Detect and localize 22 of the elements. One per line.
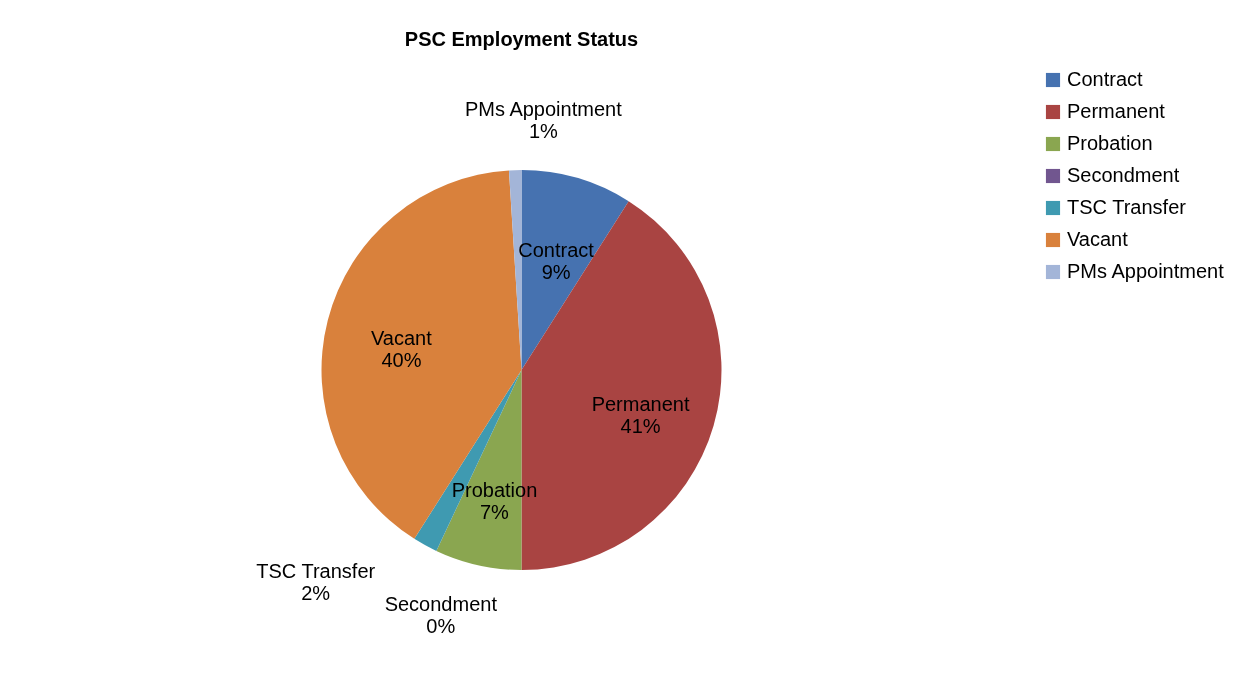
legend-label: Secondment [1067, 164, 1180, 186]
data-label: 7% [480, 501, 510, 524]
text: 0% [426, 615, 456, 638]
legend-label: TSC Transfer [1067, 196, 1187, 218]
slice-label: Vacant [371, 327, 433, 350]
legend-label: Probation [1067, 132, 1153, 154]
data-label: 2% [301, 581, 331, 604]
legend-label: PMs Appointment [1067, 260, 1225, 282]
pie-slice [521, 170, 629, 370]
data-label: 40% [381, 349, 422, 372]
legend-label: Contract [1067, 68, 1144, 90]
slice-label: Permanent [591, 392, 690, 415]
data-label: 1% [528, 120, 558, 143]
category-label: Secondment [384, 593, 497, 616]
slice-label: TSC Transfer [256, 559, 376, 582]
legend-label: Vacant [1067, 228, 1129, 250]
data-label: 9% [541, 260, 571, 283]
legend-label: Permanent [1067, 100, 1166, 122]
chart-title: PSC Employment Status [404, 28, 639, 50]
data-label: 41% [620, 414, 661, 437]
slice-label: Contract [518, 238, 595, 261]
slice-label: PMs Appointment [464, 98, 623, 121]
